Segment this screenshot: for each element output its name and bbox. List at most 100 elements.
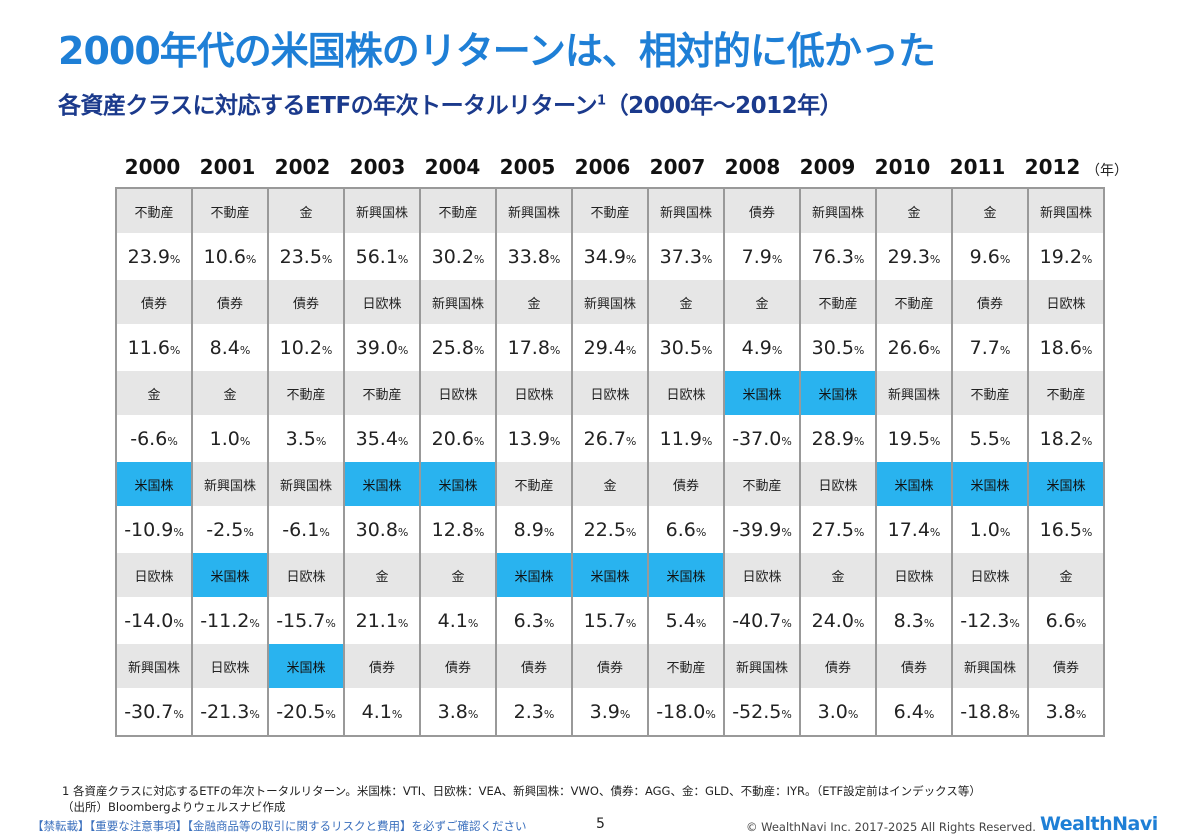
return-cell: 7.7% [951, 324, 1029, 371]
asset-cell: 米国株 [723, 371, 801, 416]
return-cell: 4.1% [419, 597, 497, 644]
return-value: 2.3 [513, 701, 544, 723]
return-cell: -10.9% [115, 506, 193, 553]
percent-sign: % [391, 708, 403, 721]
return-cell: 1.0% [191, 415, 269, 462]
asset-cell: 米国株 [875, 462, 953, 507]
percent-sign: % [467, 708, 479, 721]
return-cell: 30.5% [647, 324, 725, 371]
percent-sign: % [625, 526, 637, 539]
asset-cell: 日欧株 [951, 553, 1029, 598]
asset-cell: 債券 [571, 644, 649, 689]
percent-sign: % [781, 526, 792, 539]
year-label: 2000 [124, 155, 181, 179]
percent-sign: % [781, 708, 792, 721]
return-cell: 8.4% [191, 324, 269, 371]
percent-sign: % [397, 526, 409, 539]
percent-sign: % [701, 344, 713, 357]
asset-cell: 日欧株 [267, 553, 345, 598]
asset-cell: 金 [419, 553, 497, 598]
percent-sign: % [701, 253, 713, 266]
asset-cell: 新興国株 [799, 188, 877, 234]
percent-sign: % [169, 253, 181, 266]
return-value: 16.5 [1039, 519, 1082, 541]
return-value: 33.8 [507, 246, 550, 268]
return-value: 22.5 [583, 519, 626, 541]
asset-cell: 米国株 [951, 462, 1029, 507]
return-value: 17.8 [507, 337, 550, 359]
return-cell: 6.6% [1027, 597, 1105, 644]
return-cell: 6.4% [875, 688, 953, 736]
return-row: -30.7% -21.3% -20.5% 4.1% 3.8% 2.3% 3.9% -18.0%… [115, 688, 1105, 736]
asset-cell: 新興国株 [495, 188, 573, 234]
return-value: -39.9 [732, 519, 782, 541]
return-cell: -30.7% [115, 688, 193, 736]
return-row: -14.0% -11.2% -15.7% 21.1% 4.1% 6.3% 15.7% 5.4%… [115, 597, 1105, 644]
return-value: 19.5 [887, 428, 930, 450]
return-value: 3.5 [285, 428, 316, 450]
return-value: 3.9 [589, 701, 620, 723]
return-value: -18.0 [656, 701, 706, 723]
return-value: -2.5 [206, 519, 244, 541]
asset-cell: 新興国株 [1027, 188, 1105, 234]
year-header: 2000 2001 2002 2003 2004 2005 2006 2007 2008 2009… [115, 155, 1090, 179]
asset-cell: 日欧株 [419, 371, 497, 416]
percent-sign: % [549, 435, 561, 448]
percent-sign: % [239, 344, 251, 357]
return-cell: 20.6% [419, 415, 497, 462]
percent-sign: % [999, 526, 1011, 539]
return-cell: 76.3% [799, 233, 877, 280]
return-row: 11.6% 8.4% 10.2% 39.0% 25.8% 17.8% 29.4% 30.5% 4… [115, 324, 1105, 371]
return-value: 7.9 [741, 246, 772, 268]
asset-cell: 米国株 [419, 462, 497, 507]
return-value: 12.8 [431, 519, 474, 541]
return-value: 10.6 [203, 246, 246, 268]
return-cell: -52.5% [723, 688, 801, 736]
asset-cell: 債券 [875, 644, 953, 689]
year-unit: （年） [1086, 163, 1128, 179]
percent-sign: % [473, 344, 485, 357]
percent-sign: % [625, 253, 637, 266]
year-label: 2011 [949, 155, 1006, 179]
return-value: 8.4 [209, 337, 240, 359]
asset-cell: 金 [647, 280, 725, 325]
asset-cell: 日欧株 [343, 280, 421, 325]
year-label: 2001 [199, 155, 256, 179]
return-cell: 23.5% [267, 233, 345, 280]
return-value: 3.8 [1045, 701, 1076, 723]
return-cell: 26.7% [571, 415, 649, 462]
return-cell: 11.9% [647, 415, 725, 462]
return-cell: 22.5% [571, 506, 649, 553]
asset-cell: 金 [495, 280, 573, 325]
return-value: 37.3 [659, 246, 702, 268]
return-value: -52.5 [732, 701, 782, 723]
asset-cell: 債券 [1027, 644, 1105, 689]
asset-cell: 日欧株 [799, 462, 877, 507]
returns-ranking-table: 不動産 不動産金新興国株 不動産 新興国株 不動産 新興国株 債券 新興国株金金新興国株 23.… [115, 187, 1105, 737]
percent-sign: % [1081, 435, 1093, 448]
return-value: 21.1 [355, 610, 398, 632]
asset-cell: 新興国株 [951, 644, 1029, 689]
asset-cell: 米国株 [267, 644, 345, 689]
return-cell: 39.0% [343, 324, 421, 371]
percent-sign: % [325, 617, 336, 630]
percent-sign: % [321, 253, 333, 266]
return-value: 20.6 [431, 428, 474, 450]
percent-sign: % [999, 435, 1011, 448]
return-cell: -18.8% [951, 688, 1029, 736]
percent-sign: % [173, 617, 184, 630]
return-row: -10.9% -2.5% -6.1% 30.8% 12.8% 8.9% 22.5% 6.6% -… [115, 506, 1105, 553]
return-value: 26.6 [887, 337, 930, 359]
asset-cell: 新興国株 [875, 371, 953, 416]
return-value: 27.5 [811, 519, 854, 541]
asset-cell: 債券 [647, 462, 725, 507]
return-value: 23.9 [127, 246, 170, 268]
asset-cell: 新興国株 [191, 462, 269, 507]
percent-sign: % [1081, 253, 1093, 266]
asset-cell: 日欧株 [1027, 280, 1105, 325]
asset-cell: 新興国株 [343, 188, 421, 234]
legal-notice-link[interactable]: 【禁転載】【重要な注意事項】【金融商品等の取引に関するリスクと費用】を必ずご確認… [32, 819, 527, 833]
return-value: 39.0 [355, 337, 398, 359]
return-cell: 34.9% [571, 233, 649, 280]
return-value: 7.7 [969, 337, 1000, 359]
